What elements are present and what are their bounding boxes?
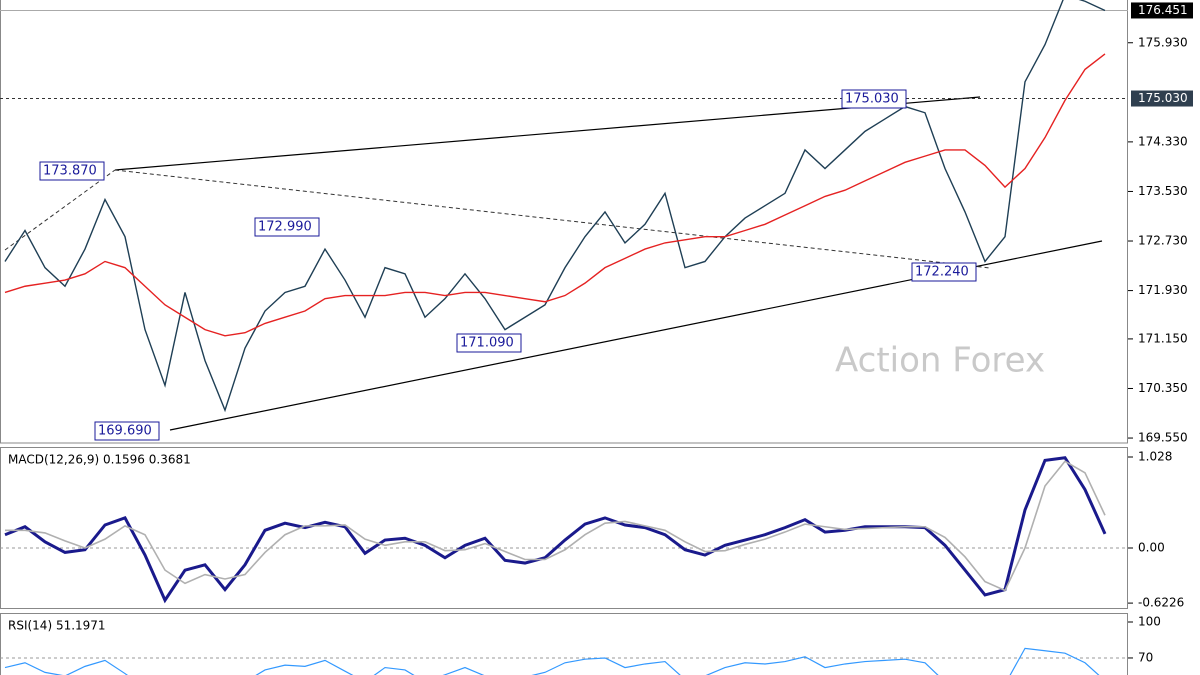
annotation: 173.870	[43, 164, 97, 179]
annotation: 175.030	[845, 92, 899, 107]
series-line	[4, 0, 1106, 413]
trend-line	[114, 169, 991, 269]
y-tick-label: 170.350	[1138, 381, 1188, 395]
rsi-panel	[0, 613, 1128, 675]
series-line	[4, 53, 1106, 337]
annotation-box	[94, 421, 160, 441]
y-tick-label: 174.330	[1138, 134, 1188, 148]
panel-title: MACD(12,26,9) 0.1596 0.3681	[8, 453, 191, 467]
trend-line	[114, 96, 981, 171]
y-tick-label: 172.730	[1138, 234, 1188, 248]
annotation: 169.690	[98, 424, 152, 439]
trend-line	[4, 169, 116, 251]
annotation: 171.090	[460, 336, 514, 351]
level-label-box	[1131, 2, 1193, 19]
level-label-box	[1131, 90, 1193, 107]
level-label: 176.451	[1138, 3, 1188, 17]
y-tick-label: -0.6226	[1138, 596, 1184, 610]
panel-plot	[0, 0, 1128, 413]
macd-panel	[0, 447, 1128, 609]
annotation-box	[254, 217, 320, 237]
y-tick-label: 175.930	[1138, 35, 1188, 49]
y-tick-label: 171.930	[1138, 283, 1188, 297]
panel-title: RSI(14) 51.1971	[8, 619, 106, 633]
y-tick-label: 169.550	[1138, 431, 1188, 445]
annotation-box	[39, 161, 105, 181]
y-tick-label: 0.00	[1138, 540, 1165, 554]
y-tick-label: 173.530	[1138, 184, 1188, 198]
y-tick-label: 70	[1138, 650, 1153, 664]
annotation-box	[841, 89, 907, 109]
price-panel	[0, 0, 1128, 444]
panel-plot	[0, 456, 1128, 604]
series-line	[4, 456, 1107, 604]
annotation-box	[456, 333, 522, 353]
y-tick-label: 100	[1138, 614, 1161, 628]
y-tick-label: 1.028	[1138, 450, 1172, 464]
level-label: 175.030	[1138, 91, 1188, 105]
annotation: 172.240	[915, 265, 969, 280]
panel-plot	[0, 647, 1128, 675]
annotation: 172.990	[258, 220, 312, 235]
y-tick-label: 171.150	[1138, 331, 1188, 345]
series-line	[5, 460, 1106, 592]
watermark: Action Forex	[835, 341, 1045, 381]
series-line	[4, 647, 1100, 675]
annotation-box	[911, 262, 977, 282]
